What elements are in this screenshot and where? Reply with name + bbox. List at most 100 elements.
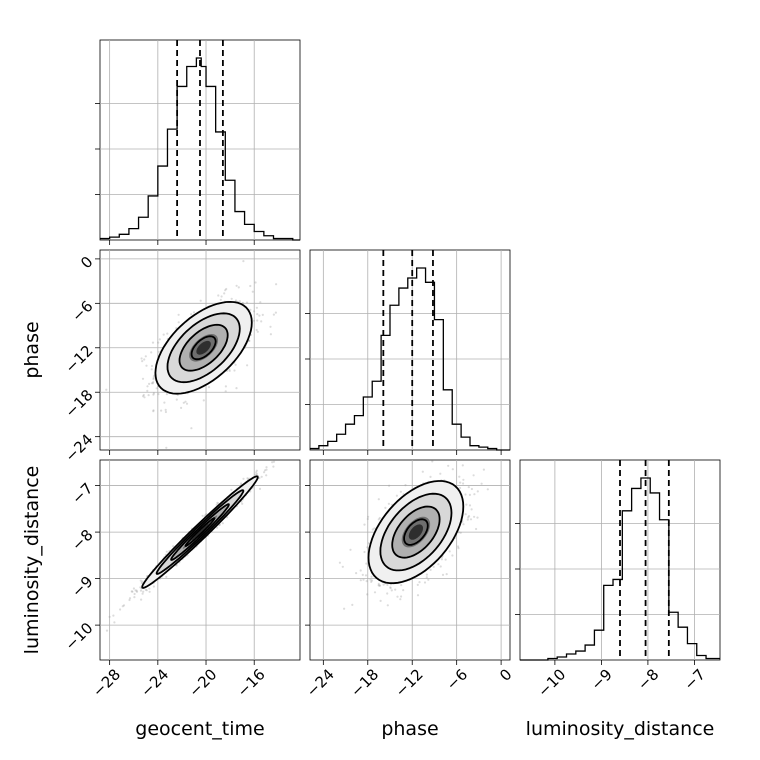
scatter-point xyxy=(246,364,249,367)
scatter-point xyxy=(238,300,241,303)
scatter-point xyxy=(457,531,460,534)
scatter-point xyxy=(447,464,450,467)
density-contour xyxy=(178,323,229,372)
scatter-point xyxy=(399,490,402,493)
scatter-point xyxy=(140,598,143,601)
scatter-point xyxy=(274,311,277,314)
scatter-point xyxy=(143,396,146,399)
scatter-point xyxy=(228,368,231,371)
scatter-point xyxy=(465,503,468,506)
scatter-point xyxy=(248,339,251,342)
scatter-point xyxy=(157,393,160,396)
scatter-point xyxy=(462,482,465,485)
scatter-point xyxy=(272,313,275,316)
scatter-point xyxy=(377,584,380,587)
scatter-point xyxy=(258,487,262,490)
histogram-phase xyxy=(310,267,510,451)
scatter-point xyxy=(184,400,187,403)
scatter-point xyxy=(177,321,180,324)
scatter-point xyxy=(151,382,154,385)
scatter-point xyxy=(366,517,369,521)
scatter-point xyxy=(128,597,132,600)
scatter-point xyxy=(215,503,218,506)
panel-frame xyxy=(99,459,301,661)
scatter-point xyxy=(486,488,489,491)
scatter-point xyxy=(216,501,219,504)
scatter-point xyxy=(377,582,380,586)
scatter-point xyxy=(162,333,165,336)
scatter-point xyxy=(152,375,155,378)
scatter-point xyxy=(458,475,461,478)
scatter-point xyxy=(451,468,454,471)
scatter-point xyxy=(271,461,274,464)
scatter-point xyxy=(166,332,169,335)
scatter-point xyxy=(165,575,168,579)
scatter-point xyxy=(157,341,160,344)
scatter-point xyxy=(251,290,254,293)
scatter-point xyxy=(148,382,151,385)
scatter-point xyxy=(269,325,272,328)
scatter-point xyxy=(241,301,244,305)
scatter-point xyxy=(163,401,166,404)
scatter-point xyxy=(146,389,149,392)
density-contour xyxy=(367,480,465,585)
scatter-point xyxy=(252,310,256,313)
scatter-point xyxy=(185,402,189,405)
scatter-point xyxy=(272,460,276,463)
scatter-point xyxy=(256,319,259,322)
scatter-point xyxy=(439,565,442,568)
scatter-point xyxy=(275,283,278,286)
scatter-point xyxy=(164,408,167,411)
scatter-point xyxy=(165,393,168,396)
panel-hist-luminosity_distance xyxy=(515,459,721,665)
scatter-point xyxy=(219,298,222,301)
scatter-point xyxy=(351,603,354,607)
scatter-point xyxy=(254,281,257,284)
scatter-point xyxy=(382,583,385,586)
scatter-point xyxy=(469,518,473,521)
scatter-point xyxy=(142,395,145,398)
scatter-point xyxy=(141,592,144,595)
scatter-point xyxy=(480,482,483,485)
density-contour xyxy=(190,335,217,361)
scatter-point xyxy=(155,387,158,390)
scatter-point xyxy=(370,579,374,582)
scatter-point xyxy=(396,595,399,598)
density-contour xyxy=(141,475,259,589)
scatter-point xyxy=(141,360,144,363)
scatter-point xyxy=(378,516,381,520)
scatter-point xyxy=(429,475,432,478)
scatter-point xyxy=(175,398,178,401)
scatter-point xyxy=(121,605,124,608)
scatter-point xyxy=(470,508,473,511)
scatter-point xyxy=(343,607,346,610)
scatter-point xyxy=(105,388,108,391)
scatter-point xyxy=(255,306,258,309)
scatter-point xyxy=(235,284,238,287)
scatter-point xyxy=(105,629,109,632)
scatter-point xyxy=(416,583,419,587)
scatter-point xyxy=(135,590,139,593)
scatter-point xyxy=(439,472,442,475)
scatter-point xyxy=(252,319,256,322)
scatter-point xyxy=(157,350,160,353)
scatter-point xyxy=(260,475,263,478)
scatter-point xyxy=(135,589,138,592)
scatter-point xyxy=(470,487,473,491)
scatter-point xyxy=(386,583,389,587)
panel-scatter-geocent_time-phase xyxy=(95,249,301,455)
scatter-point xyxy=(367,515,370,518)
scatter-point xyxy=(142,393,145,397)
scatter-point xyxy=(255,472,258,476)
scatter-point xyxy=(220,295,223,298)
scatter-point xyxy=(254,473,257,476)
panel-scatter-geocent_time-luminosity_distance xyxy=(95,459,301,665)
scatter-point xyxy=(164,410,167,414)
scatter-point xyxy=(441,573,445,577)
density-contour xyxy=(155,489,245,575)
scatter-point xyxy=(425,576,428,579)
scatter-point xyxy=(234,299,238,302)
scatter-point xyxy=(152,410,155,413)
scatter-point xyxy=(467,515,471,518)
